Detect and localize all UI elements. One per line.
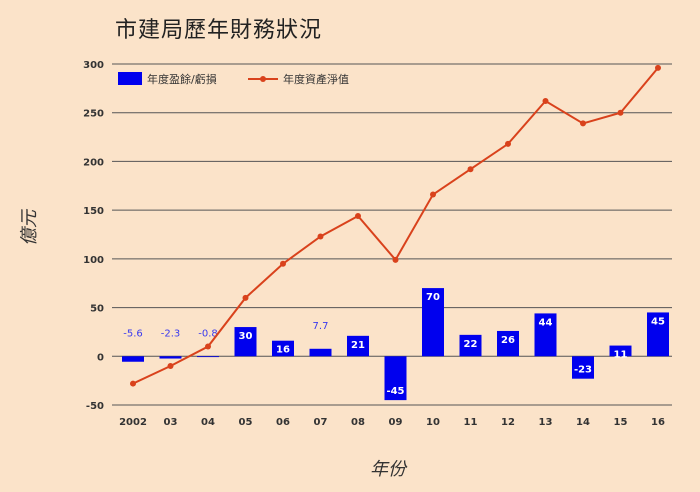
bar-data-label: 21: [351, 340, 365, 351]
bar-data-label: 7.7: [313, 321, 329, 332]
x-tick-label: 03: [164, 417, 178, 428]
bar: [384, 356, 407, 401]
bar: [309, 348, 332, 357]
line-point: [505, 140, 511, 147]
legend-label-bar: 年度盈餘/虧損: [147, 72, 217, 86]
line-point: [205, 343, 211, 350]
bar-data-label: -23: [574, 365, 592, 376]
x-tick-label: 10: [426, 417, 440, 428]
bar-data-label: 22: [464, 339, 478, 350]
x-tick-label: 16: [651, 417, 665, 428]
line-point: [617, 109, 624, 116]
bar: [347, 335, 369, 357]
bar: [572, 356, 594, 379]
y-tick-label: 150: [83, 206, 104, 217]
x-axis-label: 年份: [370, 459, 406, 480]
x-tick-label: 06: [276, 417, 290, 428]
y-tick-label: 300: [83, 60, 104, 71]
bar-data-label: 11: [614, 350, 628, 361]
bar-data-label: 44: [539, 317, 553, 328]
y-tick-label: 0: [97, 352, 104, 363]
x-tick-label: 07: [314, 417, 328, 428]
legend-swatch-line-marker: [260, 76, 266, 82]
x-tick-label: 12: [501, 417, 515, 428]
bar: [647, 312, 669, 357]
bar: [159, 356, 182, 359]
bar: [422, 288, 444, 357]
line-point: [317, 233, 324, 240]
chart-title: 市建局歷年財務狀況: [115, 18, 323, 43]
line-point: [130, 380, 136, 387]
x-tick-label: 14: [576, 417, 590, 428]
line-point: [655, 64, 661, 71]
line-point: [242, 294, 249, 301]
y-tick-label: 100: [83, 255, 104, 266]
line-point: [280, 260, 286, 267]
y-tick-label: 250: [83, 109, 104, 120]
bar: [272, 340, 294, 357]
line-point: [167, 363, 174, 370]
x-tick-label: 04: [201, 417, 215, 428]
y-tick-label: 200: [83, 157, 104, 168]
bar-data-label: 16: [276, 345, 290, 356]
line-point: [430, 191, 436, 198]
x-tick-label: 09: [389, 417, 403, 428]
x-tick-label: 13: [539, 417, 553, 428]
bar-data-label: -5.6: [123, 328, 143, 339]
legend-label-line: 年度資產淨值: [283, 72, 349, 86]
bar-data-label: 45: [651, 316, 665, 327]
bar-data-label: 30: [239, 331, 253, 342]
legend-swatch-bar: [118, 72, 142, 85]
line-point: [355, 212, 361, 219]
line-point: [542, 98, 549, 105]
bar: [534, 313, 557, 357]
line-point: [392, 256, 399, 263]
bar: [234, 327, 257, 357]
bar-data-label: -2.3: [161, 328, 181, 339]
line-point: [580, 120, 586, 127]
y-tick-label: -50: [86, 401, 104, 412]
x-tick-label: 11: [464, 417, 478, 428]
bar: [497, 330, 519, 357]
bar: [609, 345, 632, 357]
x-tick-label: 08: [351, 417, 365, 428]
x-tick-label: 15: [614, 417, 628, 428]
bar: [459, 334, 482, 357]
x-tick-label: 05: [239, 417, 253, 428]
bar: [197, 356, 219, 358]
x-tick-label: 2002: [119, 417, 147, 428]
y-tick-label: 50: [90, 304, 104, 315]
bar-data-label: -45: [386, 386, 404, 397]
bar-data-label: 26: [501, 335, 515, 346]
line-point: [467, 166, 474, 173]
bar: [122, 356, 144, 362]
bar-data-label: 70: [426, 292, 440, 303]
bar-data-label: -0.8: [198, 328, 218, 339]
